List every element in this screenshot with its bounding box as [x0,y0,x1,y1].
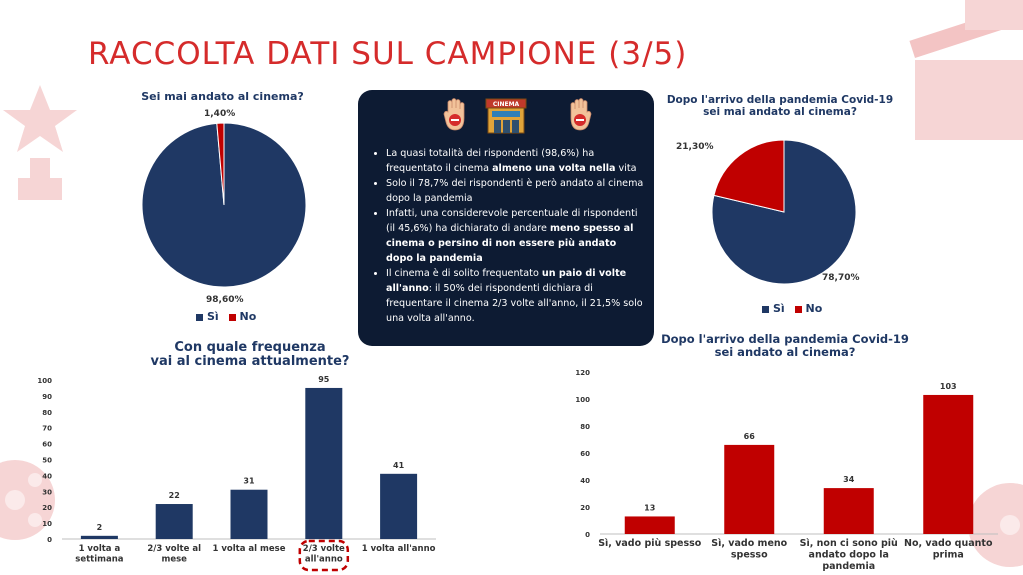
bar-value-label: 31 [243,477,255,486]
trophy-decoration [3,85,77,200]
pie1-title: Sei mai andato al cinema? [141,90,304,103]
summary-list: La quasi totalità dei rispondenti (98,6%… [364,146,644,326]
legend-label-si: Sì [773,302,785,315]
category-label: 1 volta all'anno [362,544,436,554]
pie1-legend: Sì No [196,310,256,323]
bar [624,516,675,534]
category-label: 1 volta al mese [213,544,286,554]
pie1-label-no: 1,40% [204,109,236,119]
bar-chart-frequency: 0 10 20 30 40 50 60 70 80 90 100 2 1 volta asettiman… [37,375,436,572]
bar-value-label: 34 [843,475,855,484]
bar-value-label: 41 [393,461,405,470]
legend-label-no: No [805,302,823,315]
summary-bullet: Solo il 78,7% dei rispondenti è però and… [386,176,644,206]
y-tick-label: 100 [575,396,590,404]
category-label: Sì, vado più spesso [598,538,702,549]
pie-slice-no [216,122,225,206]
pie2-legend: Sì No [762,302,822,315]
y-tick-label: 40 [580,477,590,485]
stop-hand-icon [570,98,592,131]
y-tick-label: 60 [580,450,590,458]
category-label: Sì, vado meno [711,538,787,549]
bar-value-label: 2 [97,523,103,532]
category-label: andato dopo la [809,550,889,561]
category-label: 2/3 volte al [147,544,201,554]
pie2-label-no: 21,30% [676,142,714,152]
y-tick-label: 20 [580,504,590,512]
bar-value-label: 95 [318,375,330,384]
bar-value-label: 22 [169,491,180,500]
y-tick-label: 60 [42,441,52,449]
y-tick-label: 10 [42,520,52,528]
pie2-title: Dopo l'arrivo della pandemia Covid-19 se… [666,94,894,118]
bar-value-label: 66 [744,432,756,441]
pie-chart-cinema-after-covid [711,139,857,285]
legend-label-si: Sì [207,310,219,323]
category-label: mese [161,555,187,565]
bar [305,387,343,539]
y-tick-label: 120 [575,369,590,377]
category-label: spesso [731,550,768,561]
y-tick-label: 100 [37,377,52,385]
summary-bullet: Infatti, una considerevole percentuale d… [386,206,644,266]
highlight-outline [298,539,350,572]
bar [155,504,193,539]
y-tick-label: 80 [42,409,52,417]
summary-bullet: Il cinema è di solito frequentato un pai… [386,266,644,326]
page-title: RACCOLTA DATI SUL CAMPIONE (3/5) [88,36,688,72]
bar [823,488,874,534]
summary-box: CINEMA La quasi totalità dei rispondenti… [358,90,654,346]
category-label: No, vado quanto [904,538,993,549]
bar-value-label: 13 [644,503,655,512]
category-label: prima [933,550,964,561]
category-label: settimana [75,555,124,565]
bar2-title: Dopo l'arrivo della pandemia Covid-19 se… [661,332,909,359]
category-label: pandemia [822,561,875,572]
y-tick-label: 0 [47,536,52,544]
bar-chart-after-covid: 0 20 40 60 80 100 120 13 Sì, vado più spesso 66 Sì… [575,369,998,572]
y-tick-label: 90 [42,393,52,401]
y-tick-label: 40 [42,472,52,480]
bar [80,535,118,539]
y-tick-label: 0 [585,531,590,539]
cinema-building-icon: CINEMA [485,98,527,134]
svg-text:CINEMA: CINEMA [493,101,520,108]
film-reel-decoration [0,460,55,540]
bar [380,473,418,539]
summary-bullet: La quasi totalità dei rispondenti (98,6%… [386,146,644,176]
y-tick-label: 30 [42,488,52,496]
stop-hand-icon [443,98,465,131]
bar [230,489,268,539]
y-tick-label: 20 [42,504,52,512]
category-label: all'anno [305,555,343,565]
bar [923,394,974,534]
y-tick-label: 80 [580,423,590,431]
bar1-title: Con quale frequenza vai al cinema attual… [150,340,350,370]
clapperboard-decoration [909,0,1023,140]
y-tick-label: 50 [42,457,52,465]
pie-chart-ever-cinema [141,122,307,288]
category-label: Sì, non ci sono più [800,538,898,549]
pie2-label-si: 78,70% [822,273,860,283]
category-label: 2/3 volte [303,544,345,554]
legend-label-no: No [239,310,257,323]
category-label: 1 volta a [79,544,121,554]
pie-slice-no [713,139,785,213]
film-reel-decoration [968,483,1023,567]
y-tick-label: 70 [42,425,52,433]
pie1-label-si: 98,60% [206,295,244,305]
bar-value-label: 103 [940,382,957,391]
bar [724,444,775,534]
